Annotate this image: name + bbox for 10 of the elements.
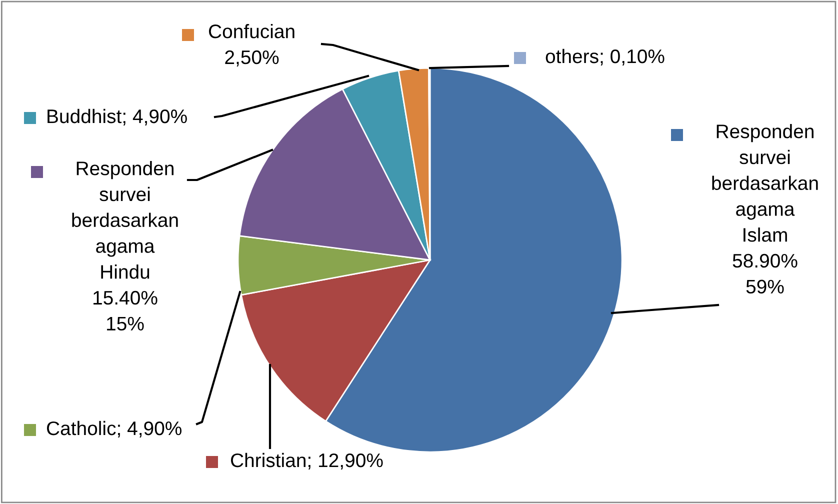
data-label: 2,50% <box>225 50 279 66</box>
legend-label: others; 0,10% <box>546 48 664 66</box>
legend-label: Responden survei berdasarkan agama Hindu <box>72 161 178 279</box>
legend-label: Catholic; 4,90% <box>46 420 182 438</box>
legend-label: Confucian <box>208 24 294 38</box>
data-label: 58.90% 59% <box>732 254 798 294</box>
legend-label: Christian; 12,90% <box>230 452 383 470</box>
data-label: 15.40% 15% <box>94 290 158 331</box>
legend-label: Buddhist; 4,90% <box>48 108 187 126</box>
legend-label: Responden survei berdasarkan agama Islam <box>712 124 818 242</box>
